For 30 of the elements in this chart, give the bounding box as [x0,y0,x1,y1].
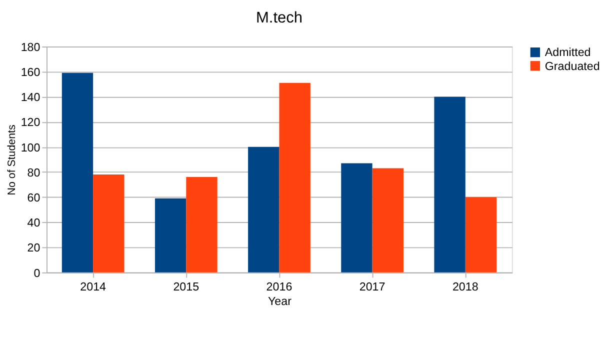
bar [186,177,218,272]
x-tick-label: 2018 [452,280,478,294]
bar [434,96,466,272]
x-tick-label: 2016 [266,280,292,294]
y-tick-label: 40 [27,216,41,230]
x-axis-title: Year [268,294,292,308]
bar [372,168,404,272]
x-tick-label: 2015 [173,280,200,294]
y-tick-label: 100 [20,141,41,154]
y-tick-label: 0 [34,266,41,280]
bar [62,72,94,272]
y-tick-label: 20 [27,242,41,255]
x-tick-label: 2017 [359,280,386,294]
y-tick-label: 120 [20,116,41,130]
x-tick-label: 2014 [80,280,107,294]
y-tick-label: 180 [20,40,41,54]
bar [465,197,497,272]
bar [154,198,186,272]
chart-title: M.tech [256,9,302,26]
legend-label: Graduated [544,60,600,73]
bar [341,163,372,272]
bar [93,174,124,272]
y-tick-label: 160 [20,66,41,79]
bar [248,146,280,272]
legend-label: Admitted [544,46,591,60]
y-tick-label: 60 [27,191,41,204]
y-tick-label: 80 [27,166,41,180]
y-tick-label: 140 [20,91,41,104]
y-axis-title: No of Students [6,124,18,196]
bar [279,82,310,272]
